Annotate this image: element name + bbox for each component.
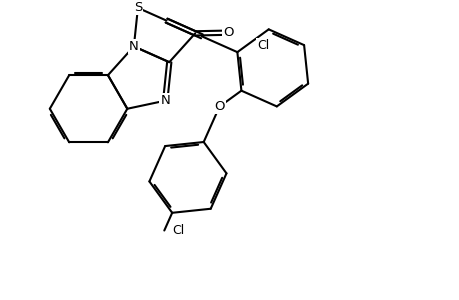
Text: O: O (214, 100, 224, 113)
Text: Cl: Cl (256, 39, 269, 52)
Text: Cl: Cl (172, 224, 184, 237)
Text: S: S (134, 2, 142, 14)
Text: N: N (160, 94, 170, 107)
Text: N: N (129, 40, 139, 53)
Text: O: O (223, 26, 233, 39)
